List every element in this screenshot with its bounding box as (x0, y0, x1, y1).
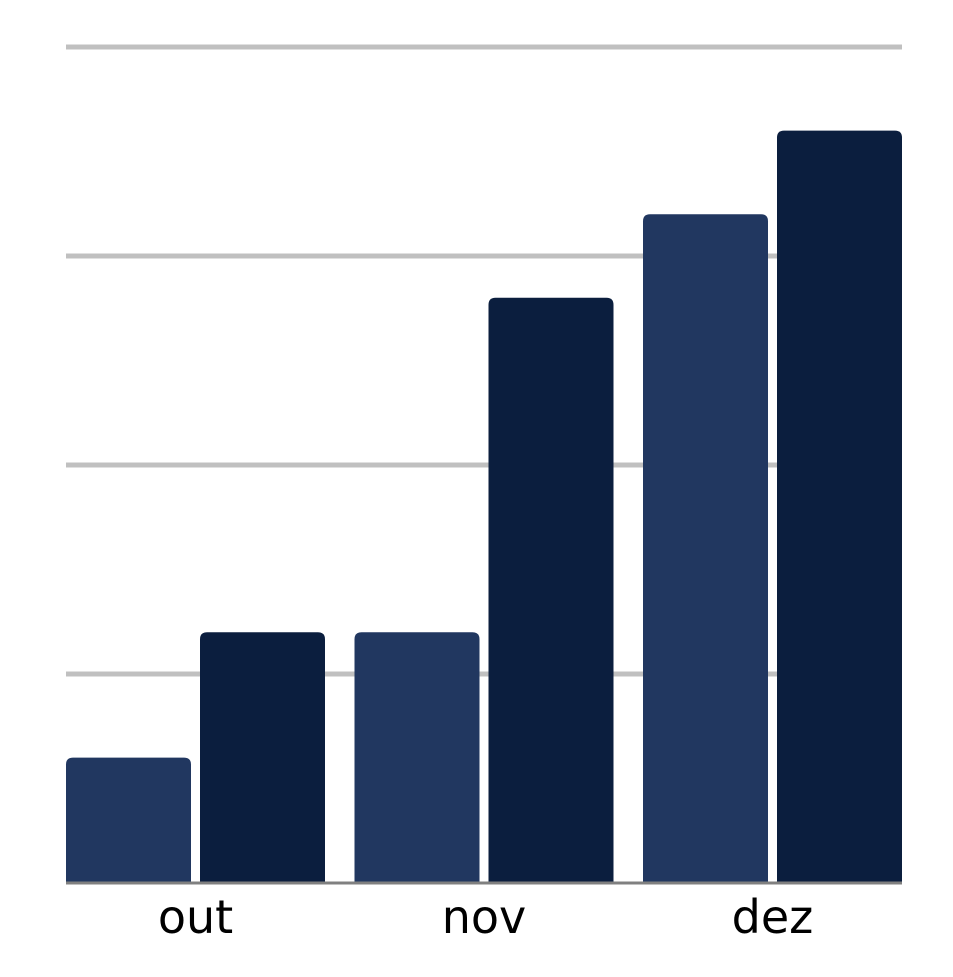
x-tick-label-out: out (158, 890, 233, 944)
bar-out-series-1 (66, 757, 191, 883)
x-tick-label-dez: dez (732, 890, 814, 944)
bars (66, 130, 902, 884)
bar-out-series-2 (200, 632, 325, 883)
bar-dez-series-2 (777, 130, 902, 884)
bar-nov-series-2 (488, 297, 614, 883)
bar-dez-series-1 (643, 214, 768, 883)
x-axis-tick-labels: out nov dez (158, 890, 814, 944)
x-tick-label-nov: nov (442, 890, 527, 944)
gridlines (66, 44, 902, 677)
bar-nov-series-1 (354, 632, 480, 883)
